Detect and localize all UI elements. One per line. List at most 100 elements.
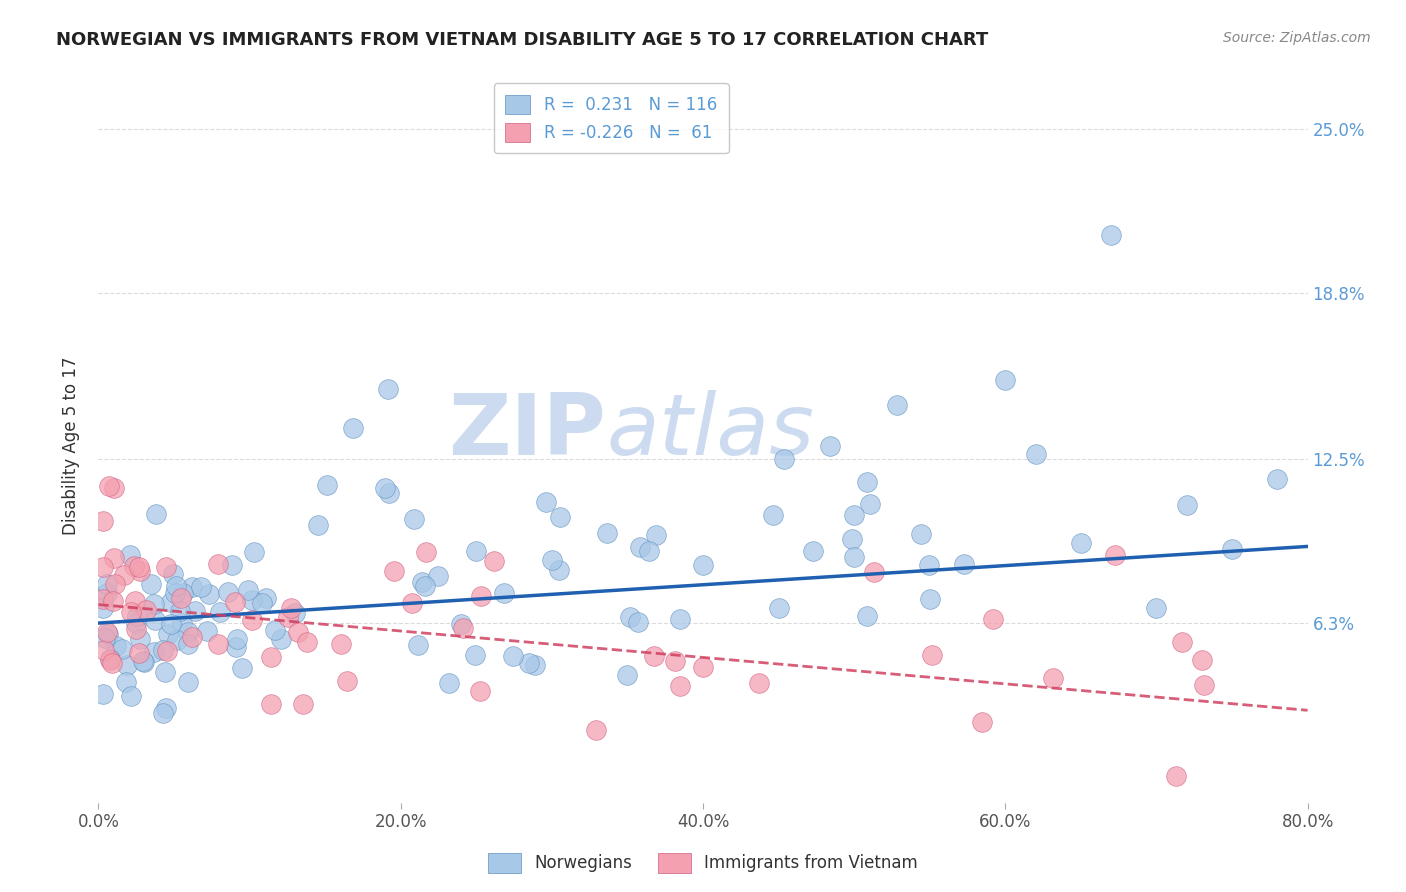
Y-axis label: Disability Age 5 to 17: Disability Age 5 to 17	[62, 357, 80, 535]
Point	[540, 553, 562, 567]
Point	[152, 706, 174, 721]
Point	[921, 648, 943, 662]
Point	[917, 558, 939, 572]
Point	[236, 583, 259, 598]
Point	[413, 579, 436, 593]
Point	[172, 615, 194, 630]
Point	[856, 609, 879, 624]
Point	[415, 544, 437, 558]
Point	[224, 594, 246, 608]
Point	[165, 579, 187, 593]
Point	[166, 632, 188, 647]
Point	[153, 665, 176, 679]
Point	[124, 559, 146, 574]
Point	[644, 528, 666, 542]
Point	[401, 596, 423, 610]
Point	[132, 656, 155, 670]
Point	[250, 596, 273, 610]
Point	[762, 508, 785, 522]
Point	[139, 577, 162, 591]
Point	[426, 569, 449, 583]
Point	[94, 631, 117, 645]
Point	[135, 603, 157, 617]
Point	[96, 576, 118, 591]
Point	[243, 545, 266, 559]
Point	[104, 577, 127, 591]
Point	[101, 594, 124, 608]
Point	[163, 586, 186, 600]
Point	[994, 373, 1017, 387]
Point	[157, 627, 180, 641]
Point	[492, 586, 515, 600]
Point	[1220, 541, 1243, 556]
Point	[96, 624, 118, 639]
Legend: R =  0.231   N = 116, R = -0.226   N =  61: R = 0.231 N = 116, R = -0.226 N = 61	[494, 83, 728, 153]
Point	[468, 683, 491, 698]
Point	[120, 690, 142, 704]
Point	[970, 715, 993, 730]
Point	[260, 650, 283, 665]
Point	[1164, 769, 1187, 783]
Point	[841, 532, 863, 546]
Point	[98, 651, 121, 665]
Point	[129, 564, 152, 578]
Point	[91, 514, 114, 528]
Point	[124, 593, 146, 607]
Point	[172, 586, 194, 600]
Point	[170, 591, 193, 605]
Point	[160, 616, 183, 631]
Point	[91, 560, 114, 574]
Point	[863, 565, 886, 579]
Point	[548, 509, 571, 524]
Point	[181, 630, 204, 644]
Point	[128, 560, 150, 574]
Point	[112, 568, 135, 582]
Point	[280, 600, 302, 615]
Point	[240, 593, 263, 607]
Point	[844, 550, 866, 565]
Point	[181, 580, 204, 594]
Point	[217, 585, 239, 599]
Point	[627, 615, 650, 629]
Point	[858, 497, 880, 511]
Point	[152, 643, 174, 657]
Point	[1104, 548, 1126, 562]
Point	[209, 605, 232, 619]
Point	[692, 558, 714, 573]
Point	[177, 637, 200, 651]
Point	[465, 544, 488, 558]
Point	[198, 587, 221, 601]
Point	[377, 382, 399, 396]
Point	[221, 558, 243, 572]
Point	[160, 595, 183, 609]
Point	[98, 653, 121, 667]
Point	[177, 625, 200, 640]
Point	[910, 527, 932, 541]
Point	[143, 613, 166, 627]
Point	[534, 495, 557, 509]
Text: Source: ZipAtlas.com: Source: ZipAtlas.com	[1223, 31, 1371, 45]
Point	[91, 591, 114, 606]
Point	[464, 648, 486, 663]
Point	[93, 642, 115, 657]
Point	[315, 478, 337, 492]
Point	[143, 597, 166, 611]
Point	[120, 549, 142, 563]
Point	[1175, 498, 1198, 512]
Point	[97, 627, 120, 641]
Point	[411, 574, 433, 589]
Point	[953, 557, 976, 571]
Point	[818, 439, 841, 453]
Point	[1171, 635, 1194, 649]
Point	[378, 486, 401, 500]
Point	[616, 668, 638, 682]
Point	[226, 632, 249, 647]
Point	[103, 550, 125, 565]
Point	[207, 636, 229, 650]
Text: ZIP: ZIP	[449, 390, 606, 474]
Point	[270, 632, 292, 647]
Point	[844, 508, 866, 522]
Point	[162, 567, 184, 582]
Point	[643, 648, 665, 663]
Point	[156, 644, 179, 658]
